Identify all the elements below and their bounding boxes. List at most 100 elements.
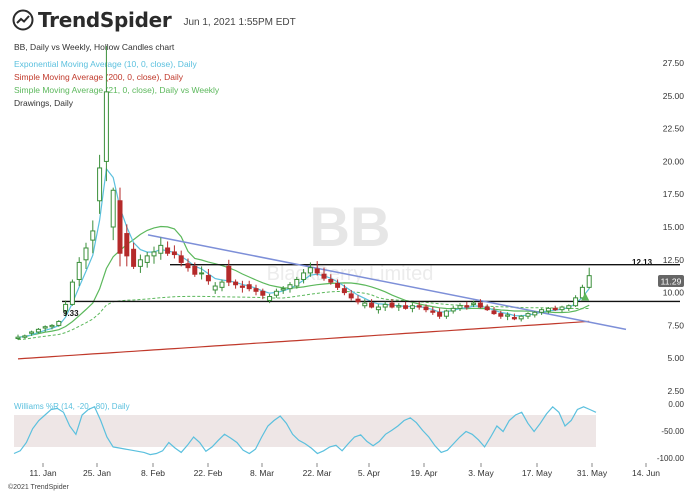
- downtrend-line[interactable]: [147, 234, 627, 331]
- candle-down: [226, 265, 232, 283]
- legend-sma21[interactable]: Simple Moving Average (21, 0, close), Da…: [14, 85, 220, 95]
- trendspider-logo-icon: [12, 9, 34, 31]
- candle-down: [314, 268, 320, 274]
- candle-down: [552, 307, 558, 311]
- candle-down: [484, 306, 490, 311]
- x-tick-label: 22. Mar: [303, 468, 332, 478]
- y-tick-label: 27.50: [663, 58, 685, 68]
- candle-up: [158, 244, 164, 254]
- candle-up: [505, 314, 511, 317]
- last-price-tag: [658, 275, 684, 287]
- y-tick-label: 7.50: [667, 320, 684, 330]
- candle-up: [63, 303, 69, 312]
- copyright: ©2021 TrendSpider: [8, 484, 69, 491]
- candle-down: [205, 275, 211, 282]
- candle-down: [511, 317, 517, 320]
- candle-down: [192, 265, 198, 275]
- y-tick-label: 17.50: [663, 189, 685, 199]
- x-tick-label: 19. Apr: [411, 468, 438, 478]
- candle-up: [22, 335, 28, 338]
- candle-down: [477, 302, 483, 308]
- candle-down: [165, 247, 171, 254]
- candle-up: [409, 305, 415, 309]
- candle-down: [117, 200, 123, 254]
- candle-up: [443, 310, 449, 317]
- candle-down: [423, 306, 429, 311]
- candle-up: [137, 259, 143, 267]
- candle-up: [586, 275, 592, 288]
- candle-down: [416, 305, 422, 308]
- candle-up: [301, 272, 307, 280]
- candle-up: [382, 303, 388, 308]
- candle-up: [97, 167, 103, 202]
- candle-down: [185, 263, 191, 269]
- candle-down: [491, 310, 497, 315]
- candle-down: [171, 251, 177, 256]
- candle-down: [348, 293, 354, 299]
- candle-down: [246, 284, 252, 290]
- y-tick-label: 15.00: [663, 222, 685, 232]
- watermark-company: BlackBerry Limited: [267, 263, 434, 285]
- candle-up: [49, 324, 55, 328]
- x-tick-label: 25. Jan: [83, 468, 111, 478]
- legend-ema[interactable]: Exponential Moving Average (10, 0, close…: [14, 59, 197, 69]
- candle-down: [233, 281, 239, 286]
- candle-up: [42, 326, 48, 329]
- candle-up: [450, 307, 456, 312]
- x-tick-label: 17. May: [522, 468, 553, 478]
- candle-up: [566, 305, 572, 309]
- candle-up: [273, 290, 279, 296]
- y-tick-label: 22.50: [663, 124, 685, 134]
- up-arrow-icon: [581, 292, 590, 301]
- candle-down: [321, 273, 327, 279]
- legend-drawings[interactable]: Drawings, Daily: [14, 98, 74, 108]
- candle-up: [573, 297, 579, 307]
- x-axis: 11. Jan 25. Jan 8. Feb 22. Feb 8. Mar 22. Mar…: [29, 463, 660, 478]
- candle-up: [532, 311, 538, 316]
- candle-up: [396, 305, 402, 308]
- candle-down: [403, 305, 409, 309]
- candle-up: [579, 286, 585, 299]
- williams-label: Williams %R (14, -20, -80), Daily: [14, 402, 130, 411]
- y-tick-label: 10.00: [663, 288, 685, 298]
- candle-up: [539, 309, 545, 313]
- candle-up: [56, 320, 62, 326]
- watermark-symbol: BB: [310, 195, 391, 258]
- candle-up: [457, 305, 463, 309]
- candle-up: [362, 302, 368, 307]
- williams-tick-50: -50.00: [661, 427, 684, 436]
- candle-up: [287, 284, 293, 290]
- candle-up: [525, 313, 531, 317]
- williams-overbought-oversold-band: [14, 415, 596, 447]
- chart-datetime: Jun 1, 2021 1:55PM EDT: [183, 16, 296, 28]
- candle-down: [498, 313, 504, 317]
- sma200-line: [17, 320, 590, 360]
- candle-up: [90, 230, 96, 241]
- candle-up: [35, 328, 41, 333]
- y-tick-label: 25.00: [663, 91, 685, 101]
- x-tick-label: 8. Mar: [250, 468, 274, 478]
- candle-down: [437, 311, 443, 317]
- candle-down: [253, 288, 259, 292]
- candle-down: [389, 302, 395, 308]
- x-tick-label: 22. Feb: [194, 468, 223, 478]
- williams-r-line: [13, 405, 597, 456]
- candle-down: [124, 233, 130, 257]
- candle-down: [355, 298, 361, 303]
- candle-down: [178, 255, 184, 263]
- candle-up: [103, 91, 109, 162]
- last-price-value: 11.29: [661, 277, 682, 287]
- candle-down: [369, 302, 375, 308]
- legend-sma200[interactable]: Simple Moving Average (200, 0, close), D…: [14, 72, 183, 82]
- up-arrow-shape: [581, 292, 590, 301]
- candle-up: [144, 255, 150, 263]
- candle-up: [471, 302, 477, 305]
- candle-down: [260, 290, 266, 296]
- y-tick-label: 5.00: [667, 353, 684, 363]
- level-low-label: 9.33: [63, 309, 79, 318]
- candle-up: [15, 336, 21, 340]
- candle-up: [29, 331, 35, 334]
- candle-up: [76, 261, 82, 280]
- candle-up: [110, 189, 116, 228]
